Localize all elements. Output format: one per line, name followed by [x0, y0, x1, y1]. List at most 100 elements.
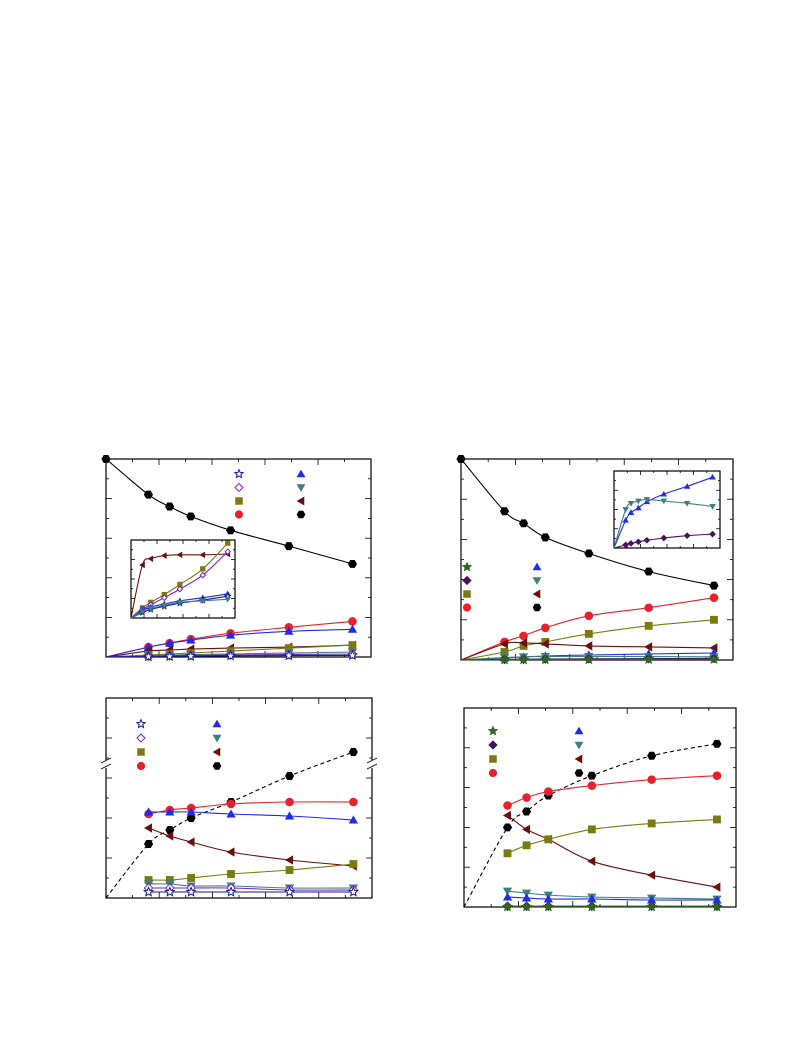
panel-top-left-inset-square-point: [200, 566, 206, 572]
panel-bottom-right-triangle-left-point: [712, 882, 721, 892]
panel-top-left-inset-triangle-down-point: [176, 600, 184, 606]
panel-bottom-left-triangle-up-point: [186, 807, 196, 816]
panel-top-left-triangle-up-point: [284, 626, 294, 635]
panel-top-right-triangle-left-point: [518, 638, 527, 648]
panel-top-right-star-point: [708, 653, 720, 665]
panel-bottom-right-circle-point: [503, 801, 512, 810]
panel-top-right-triangle-left-point: [499, 639, 508, 649]
panel-top-right-square-point: [584, 629, 593, 638]
panel-top-right-hexagon-point: [518, 519, 529, 528]
panel-bottom-left-hexagon-point: [348, 748, 358, 756]
panel-top-left-inset-triangle-left-point: [176, 551, 183, 559]
panel-top-right-circle-point: [541, 623, 550, 633]
panel-top-right-inset-triangle-up-point: [660, 490, 668, 497]
panel-top-right-inset-diamond-point: [635, 538, 642, 546]
panel-top-left-inset-triangle-down-point: [199, 598, 207, 605]
panel-top-left-legend-triangle-left-marker: [296, 496, 305, 506]
panel-bottom-right-circle-fit-line: [507, 775, 718, 807]
panel-top-right-circle-fit-line: [460, 597, 715, 661]
panel-top-right-inset-triangle-up-point: [683, 483, 691, 489]
panel-top-right-triangle-left-point: [540, 639, 549, 649]
panel-bottom-left-legend-diamond-marker: [136, 733, 146, 743]
panel-bottom-right-square-point: [587, 825, 596, 834]
panel-bottom-left-triangle-left-point: [143, 823, 152, 833]
panel-bottom-right-hexagon-point: [587, 771, 597, 780]
panel-bottom-left-star-point: [225, 886, 237, 897]
panel-top-left-star-point: [164, 650, 176, 662]
panel-bottom-left-triangle-up-point: [143, 807, 154, 816]
panel-bottom-right-circle-point: [647, 775, 656, 784]
panel-top-left-triangle-up-point: [225, 630, 236, 639]
panel-bottom-right-hexagon-fit-line: [463, 743, 718, 908]
panel-bottom-left-legend-triangle-left-marker: [212, 747, 221, 757]
panel-top-left-hexagon-point: [143, 490, 153, 499]
panel-top-left-inset-diamond-point: [224, 548, 232, 556]
panel-bottom-right-legend-circle-marker: [488, 768, 498, 778]
panel-bottom-left-triangle-left-point: [226, 847, 235, 857]
panel-top-right-inset-diamond-point: [683, 532, 691, 540]
panel-top-left-hexagon-point: [284, 542, 294, 551]
panel-bottom-left-triangle-up-point: [226, 809, 236, 818]
panel-bottom-right-triangle-down-point: [502, 887, 513, 896]
panel-bottom-left-circle-point: [349, 797, 358, 807]
panel-bottom-left-square-point: [285, 866, 294, 874]
panel-bottom-left-triangle-left-point: [186, 837, 195, 847]
panel-top-left-star-point: [283, 649, 295, 661]
panel-bottom-right-hexagon-point: [502, 823, 513, 832]
panel-bottom-right-star-point: [501, 900, 514, 912]
panel-top-right-inset-diamond-point: [660, 534, 668, 542]
panel-bottom-left-legend-triangle-down-marker: [212, 734, 222, 743]
panel-bottom-right-star-point: [520, 900, 533, 912]
panel-bottom-right-hexagon-point: [712, 739, 722, 748]
panel-top-right-inset-diamond-point: [643, 536, 651, 544]
panel-bottom-left-legend-hexagon-marker: [212, 762, 222, 770]
panel-bottom-left-legend-square-marker: [137, 748, 145, 756]
panel-bottom-left-legend-circle-marker: [136, 761, 146, 771]
panel-top-right-square-point: [710, 615, 718, 624]
panel-top-right-inset-triangle-down-point: [635, 498, 642, 505]
panel-top-right-hexagon-point: [709, 581, 719, 590]
panel-top-right-star-point: [583, 653, 595, 665]
panel-bottom-right: [463, 707, 737, 912]
panel-top-right-inset-triangle-down-point: [627, 500, 635, 507]
panel-bottom-left-square-fit-line: [148, 863, 354, 881]
panel-bottom-left-star-point: [347, 886, 359, 897]
panel-top-right-circle-point: [584, 611, 594, 621]
panel-top-left-star-point: [142, 650, 154, 662]
panel-top-right-circle-point: [644, 603, 653, 613]
panel-top-left-legend-diamond-marker: [234, 482, 244, 493]
panel-top-left-square-point: [348, 641, 357, 650]
panel-top-left-inset-triangle-left-point: [199, 551, 206, 559]
panel-top-left-inset-triangle-left-point: [139, 561, 145, 569]
panel-bottom-right-triangle-left-fit-line: [507, 815, 718, 888]
panel-top-right-inset-triangle-down-point: [622, 507, 629, 513]
panel-top-left-legend-star-marker: [233, 468, 245, 479]
panel-bottom-right-legend-star-marker: [487, 725, 499, 736]
panel-top-right-circle-point: [709, 593, 719, 602]
panel-bottom-right-star-point: [586, 900, 598, 912]
panel-bottom-left-legend-triangle-up-marker: [212, 719, 222, 728]
panel-bottom-left-star-point: [283, 886, 296, 897]
panel-bottom-left-axis-break-mark: [366, 757, 378, 764]
panel-bottom-right-square-point: [503, 849, 512, 858]
panel-top-right-inset-triangle-down-point: [660, 498, 668, 505]
panel-bottom-left-axis-break-gap: [101, 760, 111, 768]
panel-bottom-right-triangle-left-point: [587, 856, 596, 866]
panel-top-right-hexagon-point: [499, 507, 510, 516]
panel-top-right-legend-diamond-marker: [462, 575, 472, 586]
panel-bottom-left-circle-point: [226, 799, 236, 809]
panel-top-right-legend-triangle-up-marker: [532, 562, 542, 571]
panel-bottom-right-hexagon-point: [647, 751, 657, 760]
panel-top-left-legend-triangle-up-marker: [296, 469, 306, 478]
panel-top-right-inset-diamond-point: [622, 541, 630, 549]
panel-top-left-legend-triangle-down-marker: [296, 484, 306, 492]
panel-top-right-legend-triangle-down-marker: [532, 577, 542, 585]
panel-bottom-right-square-point: [713, 815, 721, 824]
panel-top-right-hexagon-point: [644, 567, 654, 576]
panel-bottom-left-triangle-up-point: [165, 807, 175, 816]
panel-bottom-right-square-point: [647, 819, 656, 828]
panel-top-right-inset-triangle-up-point: [635, 504, 642, 511]
panel-bottom-left-square-point: [349, 860, 358, 868]
panel-bottom-left-axis-break-mark: [100, 757, 112, 764]
panel-bottom-left-axis-break-gap: [367, 760, 377, 768]
